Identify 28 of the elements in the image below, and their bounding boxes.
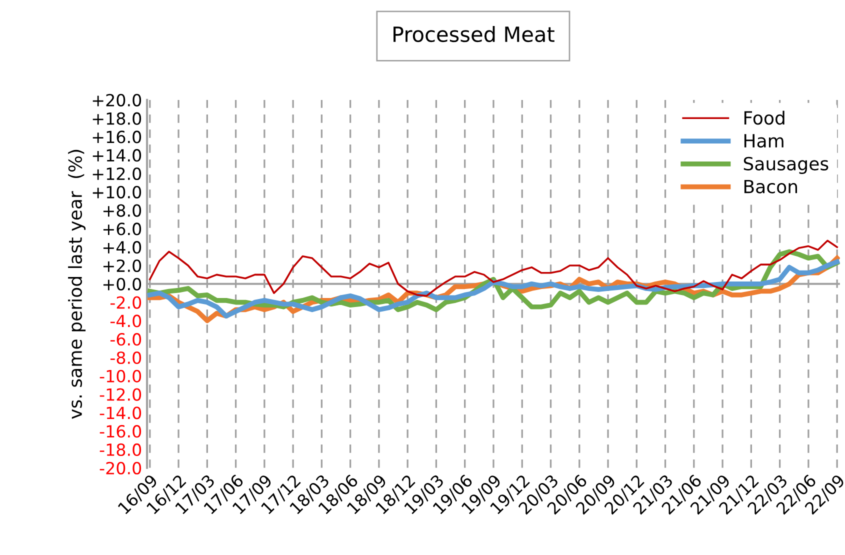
y-tick-label: -10.0 bbox=[100, 370, 142, 382]
y-tick-label: +20.0 bbox=[92, 94, 142, 106]
legend-label: Bacon bbox=[744, 180, 798, 194]
y-tick-label: +16.0 bbox=[92, 130, 142, 144]
y-tick-label: +2.0 bbox=[103, 259, 142, 272]
y-tick-label: -2.0 bbox=[110, 296, 142, 309]
y-tick-label: -6.0 bbox=[110, 333, 142, 346]
y-tick-label: -16.0 bbox=[100, 425, 142, 438]
y-tick-label: +10.0 bbox=[92, 186, 142, 198]
chart-title: Processed Meat bbox=[394, 26, 554, 42]
y-tick-label: -14.0 bbox=[100, 406, 142, 420]
y-axis-title: vs. same period last year (%) bbox=[68, 150, 86, 419]
y-tick-label: +6.0 bbox=[103, 222, 142, 236]
y-tick-label: +18.0 bbox=[92, 112, 142, 125]
y-tick-label: -12.0 bbox=[100, 388, 142, 401]
y-tick-label: -4.0 bbox=[110, 314, 142, 328]
y-tick-label: +4.0 bbox=[103, 241, 142, 254]
y-tick-label: +0.0 bbox=[103, 278, 142, 290]
line-series bbox=[148, 240, 838, 297]
y-tick-label: +12.0 bbox=[92, 167, 142, 180]
y-tick-label: +14.0 bbox=[92, 149, 142, 162]
legend-label: Food bbox=[744, 110, 784, 125]
y-tick-label: -8.0 bbox=[110, 351, 142, 364]
y-tick-label: -18.0 bbox=[100, 443, 142, 456]
y-tick-label: -20.0 bbox=[100, 462, 142, 474]
legend-label: Sausages bbox=[744, 156, 828, 174]
legend-label: Ham bbox=[744, 134, 784, 148]
y-tick-label: +8.0 bbox=[103, 204, 142, 217]
